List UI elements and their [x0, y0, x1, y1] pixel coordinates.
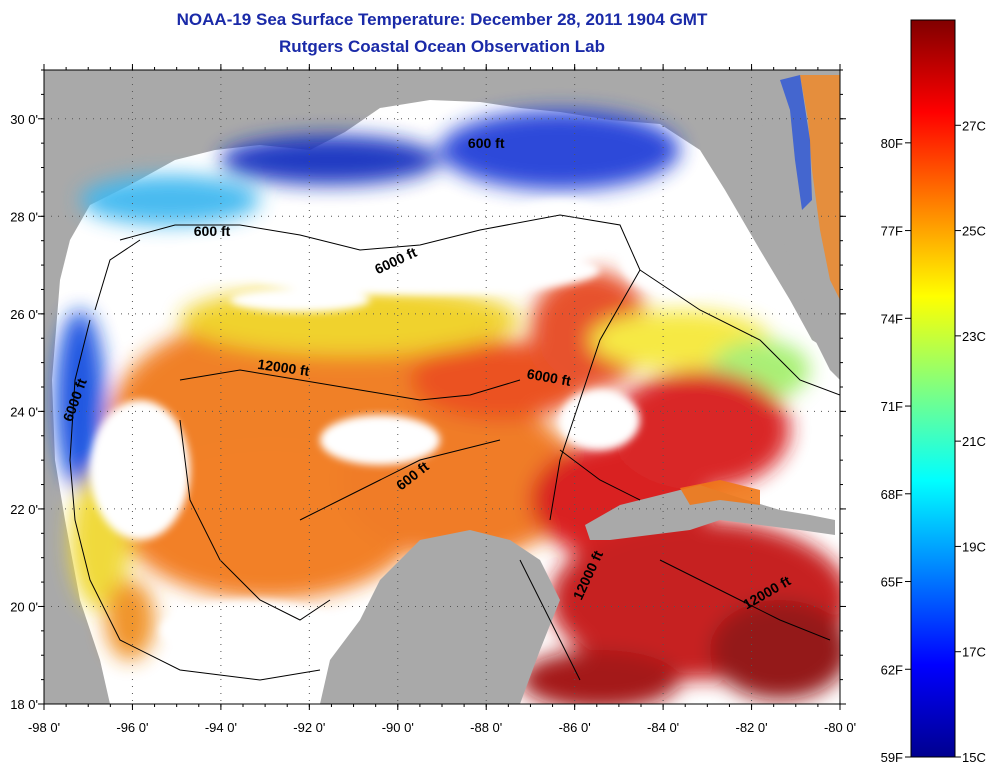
lat-tick-label: 20 0' [10, 599, 38, 614]
lon-tick-label: -82 0' [735, 720, 767, 735]
axis-ticks [38, 64, 846, 710]
colorbar-label-f: 71F [881, 399, 903, 414]
colorbar-label-c: 17C [962, 645, 986, 660]
colorbar-label-c: 19C [962, 539, 986, 554]
map-title: NOAA-19 Sea Surface Temperature: Decembe… [176, 10, 708, 29]
colorbar-label-f: 59F [881, 750, 903, 765]
lon-tick-label: -98 0' [28, 720, 60, 735]
colorbar-label-c: 21C [962, 434, 986, 449]
lon-tick-label: -92 0' [293, 720, 325, 735]
lon-tick-label: -86 0' [559, 720, 591, 735]
colorbar-ticks [905, 124, 961, 758]
lon-tick-label: -88 0' [470, 720, 502, 735]
colorbar-label-c: 27C [962, 118, 986, 133]
lat-tick-label: 26 0' [10, 307, 38, 322]
colorbar [910, 19, 956, 758]
lat-tick-label: 22 0' [10, 502, 38, 517]
colorbar-label-c: 25C [962, 224, 986, 239]
lon-tick-label: -94 0' [205, 720, 237, 735]
contour-label: 600 ft [468, 135, 505, 151]
axis-labels: -98 0' -96 0' -94 0' -92 0' -90 0' -88 0' -86 … [10, 112, 856, 735]
contour-label: 600 ft [194, 223, 231, 239]
contour-label: 12000 ft [257, 356, 311, 379]
depth-contours [69, 214, 840, 681]
cuba-land [585, 485, 835, 540]
lon-tick-label: -90 0' [382, 720, 414, 735]
map-subtitle: Rutgers Coastal Ocean Observation Lab [279, 37, 605, 56]
lat-tick-label: 30 0' [10, 112, 38, 127]
colorbar-label-f: 77F [881, 224, 903, 239]
yucatan-land [320, 530, 560, 704]
florida-coastal-water-blue [780, 75, 812, 210]
cuba-warm-water [680, 480, 760, 505]
lon-tick-label: -84 0' [647, 720, 679, 735]
colorbar-label-c: 15C [962, 750, 986, 765]
colorbar-label-f: 65F [881, 575, 903, 590]
florida-coastal-water [800, 75, 840, 300]
contour-label: 6000 ft [526, 365, 573, 389]
colorbar-label-f: 74F [881, 311, 903, 326]
lat-tick-label: 18 0' [10, 697, 38, 712]
colorbar-label-f: 62F [881, 662, 903, 677]
lat-tick-label: 24 0' [10, 404, 38, 419]
colorbar-label-f: 80F [881, 136, 903, 151]
colorbar-labels: 80F 77F 74F 71F 68F 65F 62F 59F 27C 25C 23C 21C 19C 1… [881, 118, 986, 765]
cloud-streaks [90, 200, 740, 660]
lat-lon-grid [44, 70, 840, 704]
lon-tick-label: -96 0' [116, 720, 148, 735]
colorbar-label-f: 68F [881, 487, 903, 502]
lat-tick-label: 28 0' [10, 209, 38, 224]
colorbar-label-c: 23C [962, 329, 986, 344]
lon-tick-label: -80 0' [824, 720, 856, 735]
